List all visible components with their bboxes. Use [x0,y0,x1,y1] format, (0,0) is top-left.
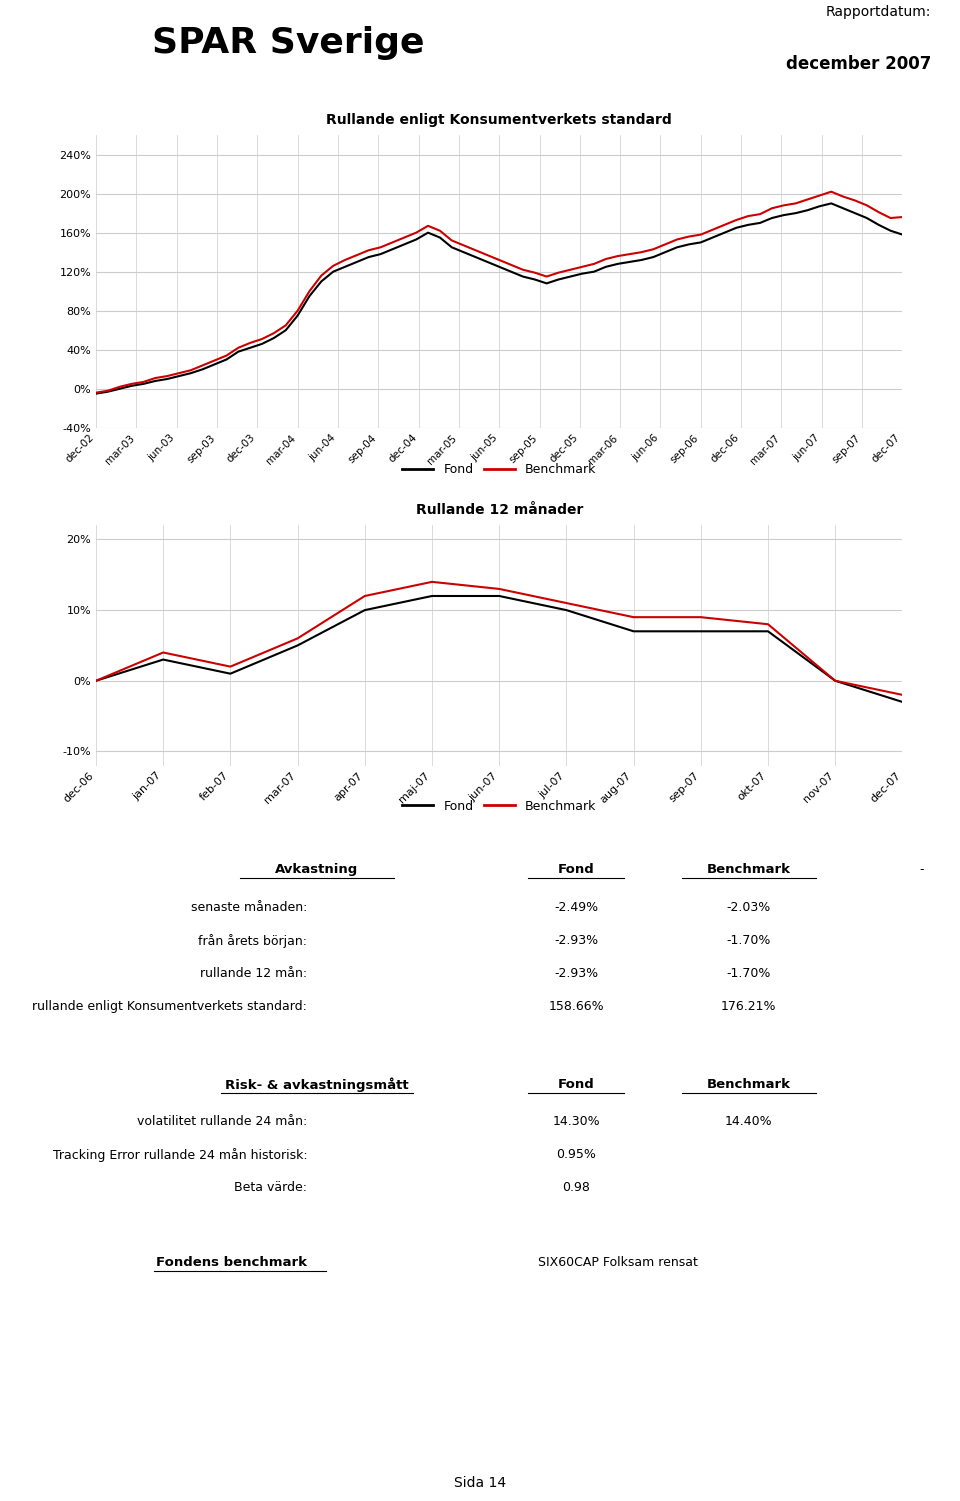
Text: Fondens benchmark: Fondens benchmark [156,1256,307,1270]
Title: Rullande 12 månader: Rullande 12 månader [416,503,583,518]
Text: -1.70%: -1.70% [727,967,771,980]
Text: -2.49%: -2.49% [554,901,598,914]
Text: 176.21%: 176.21% [721,1000,777,1013]
Text: -: - [920,863,924,877]
Text: SPAR Sverige: SPAR Sverige [152,26,424,60]
Text: 14.40%: 14.40% [725,1115,773,1129]
Text: SIX60CAP Folksam rensat: SIX60CAP Folksam rensat [538,1256,698,1270]
Text: Sida 14: Sida 14 [454,1475,506,1490]
Text: Beta värde:: Beta värde: [234,1181,307,1195]
Text: rullande enligt Konsumentverkets standard:: rullande enligt Konsumentverkets standar… [33,1000,307,1013]
Text: Benchmark: Benchmark [707,1078,791,1091]
Text: senaste månaden:: senaste månaden: [191,901,307,914]
Text: Fond: Fond [558,863,594,877]
Title: Rullande enligt Konsumentverkets standard: Rullande enligt Konsumentverkets standar… [326,113,672,128]
Text: från årets början:: från årets början: [198,934,307,947]
Text: Risk- & avkastningsmått: Risk- & avkastningsmått [225,1078,409,1093]
Text: 158.66%: 158.66% [548,1000,604,1013]
Text: -2.93%: -2.93% [554,934,598,947]
Text: 0.95%: 0.95% [556,1148,596,1162]
Text: Rapportdatum:: Rapportdatum: [826,5,931,20]
Legend: Fond, Benchmark: Fond, Benchmark [397,794,601,818]
Text: Benchmark: Benchmark [707,863,791,877]
Text: 14.30%: 14.30% [552,1115,600,1129]
Text: volatilitet rullande 24 mån:: volatilitet rullande 24 mån: [137,1115,307,1129]
Text: -2.03%: -2.03% [727,901,771,914]
Legend: Fond, Benchmark: Fond, Benchmark [397,458,601,482]
Text: Tracking Error rullande 24 mån historisk:: Tracking Error rullande 24 mån historisk… [53,1148,307,1162]
Text: december 2007: december 2007 [786,54,931,72]
Text: -2.93%: -2.93% [554,967,598,980]
Text: -1.70%: -1.70% [727,934,771,947]
Text: Fond: Fond [558,1078,594,1091]
Text: 0.98: 0.98 [562,1181,590,1195]
Text: rullande 12 mån:: rullande 12 mån: [200,967,307,980]
Text: Avkastning: Avkastning [276,863,358,877]
